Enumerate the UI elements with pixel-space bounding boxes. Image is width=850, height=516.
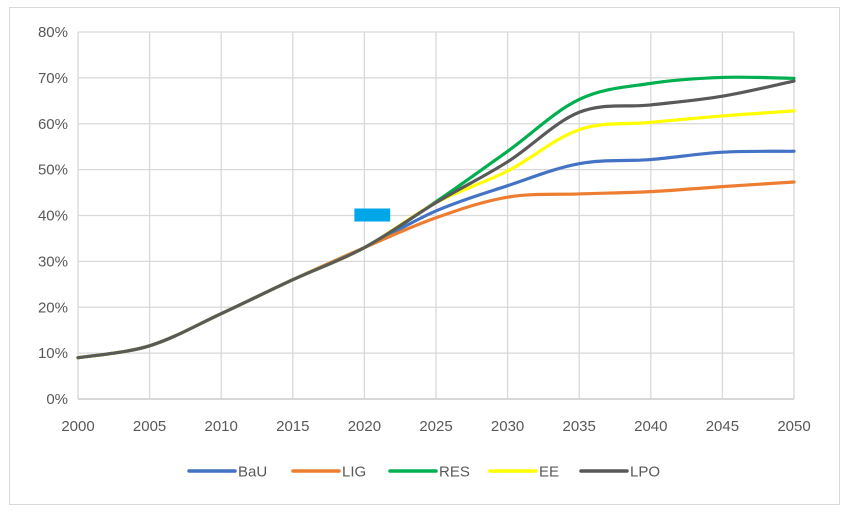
annotations bbox=[354, 208, 391, 222]
x-tick-label: 2015 bbox=[276, 418, 309, 435]
legend-item-res[interactable]: RES bbox=[388, 464, 470, 481]
legend-item-lig[interactable]: LIG bbox=[291, 464, 366, 481]
y-tick-label: 0% bbox=[46, 391, 68, 408]
legend-label: BaU bbox=[238, 464, 267, 481]
y-tick-label: 40% bbox=[38, 208, 68, 225]
y-axis-ticks: 0% 10% 20% 30% 40% 50% 60% 70% 80% bbox=[38, 24, 68, 408]
x-tick-label: 2020 bbox=[348, 418, 381, 435]
legend: BaU LIG RES EE LPO bbox=[187, 464, 660, 481]
x-tick-label: 2050 bbox=[777, 418, 810, 435]
legend-label: LPO bbox=[630, 464, 660, 481]
y-tick-label: 60% bbox=[38, 116, 68, 133]
legend-item-bau[interactable]: BaU bbox=[187, 464, 267, 481]
x-tick-label: 2000 bbox=[61, 418, 94, 435]
y-tick-label: 20% bbox=[38, 299, 68, 316]
series-line-lpo bbox=[76, 79, 796, 360]
legend-label: RES bbox=[439, 464, 470, 481]
x-tick-label: 2005 bbox=[133, 418, 166, 435]
chart-frame bbox=[9, 7, 840, 505]
y-tick-label: 30% bbox=[38, 253, 68, 270]
y-tick-label: 50% bbox=[38, 162, 68, 179]
legend-item-lpo[interactable]: LPO bbox=[579, 464, 660, 481]
x-tick-label: 2040 bbox=[634, 418, 667, 435]
x-tick-label: 2025 bbox=[419, 418, 452, 435]
gridlines bbox=[77, 31, 795, 400]
x-axis-ticks: 2000 2005 2010 2015 2020 2025 2030 2035 2040 2045… bbox=[61, 418, 810, 435]
legend-label: EE bbox=[539, 464, 559, 481]
y-tick-label: 70% bbox=[38, 70, 68, 87]
marker-rectangle bbox=[354, 208, 391, 222]
x-tick-label: 2010 bbox=[205, 418, 238, 435]
x-tick-label: 2045 bbox=[706, 418, 739, 435]
x-tick-label: 2030 bbox=[491, 418, 524, 435]
legend-label: LIG bbox=[342, 464, 366, 481]
y-tick-label: 80% bbox=[38, 24, 68, 41]
y-tick-label: 10% bbox=[38, 345, 68, 362]
legend-item-ee[interactable]: EE bbox=[488, 464, 559, 481]
x-tick-label: 2035 bbox=[563, 418, 596, 435]
series-lines bbox=[76, 75, 796, 360]
